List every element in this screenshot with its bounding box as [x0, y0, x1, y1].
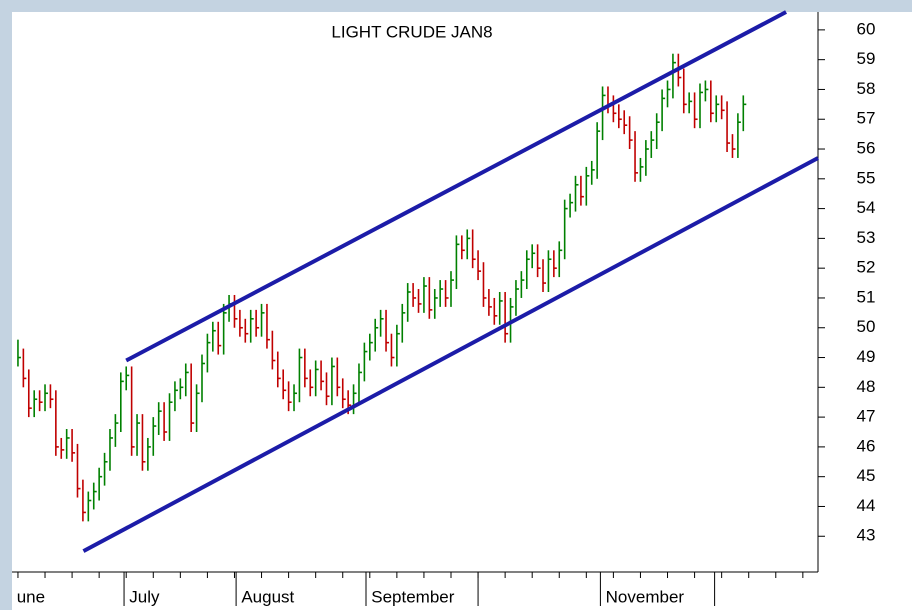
chart-title: LIGHT CRUDE JAN8 [331, 22, 492, 41]
x-month-label: July [129, 587, 160, 606]
y-tick-label: 53 [857, 228, 876, 247]
y-tick-label: 43 [857, 526, 876, 545]
x-month-label: August [241, 587, 294, 606]
x-month-label: September [371, 587, 454, 606]
y-tick-label: 56 [857, 139, 876, 158]
y-tick-label: 45 [857, 466, 876, 485]
plot-background [12, 12, 912, 610]
y-tick-label: 46 [857, 436, 876, 455]
y-tick-label: 55 [857, 168, 876, 187]
y-tick-label: 48 [857, 377, 876, 396]
y-tick-label: 52 [857, 258, 876, 277]
y-tick-label: 49 [857, 347, 876, 366]
y-tick-label: 44 [857, 496, 876, 515]
channel-line [125, 10, 787, 363]
y-tick-label: 47 [857, 407, 876, 426]
x-month-label: une [17, 587, 45, 606]
y-tick-label: 51 [857, 287, 876, 306]
y-tick-label: 58 [857, 79, 876, 98]
y-tick-label: 59 [857, 49, 876, 68]
y-tick-label: 60 [857, 19, 876, 38]
y-tick-label: 54 [857, 198, 876, 217]
y-tick-label: 57 [857, 109, 876, 128]
x-month-label: November [606, 587, 685, 606]
channel-line [82, 156, 819, 553]
y-tick-label: 50 [857, 317, 876, 336]
